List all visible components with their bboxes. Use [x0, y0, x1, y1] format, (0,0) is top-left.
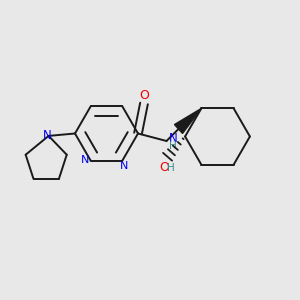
Text: O: O [140, 88, 149, 102]
Text: N: N [169, 132, 178, 146]
Text: H: H [169, 141, 177, 152]
Text: N: N [81, 154, 89, 165]
Text: N: N [43, 129, 52, 142]
Text: N: N [120, 161, 128, 171]
Text: H: H [167, 163, 175, 173]
Polygon shape [175, 108, 201, 134]
Text: O: O [159, 161, 169, 175]
